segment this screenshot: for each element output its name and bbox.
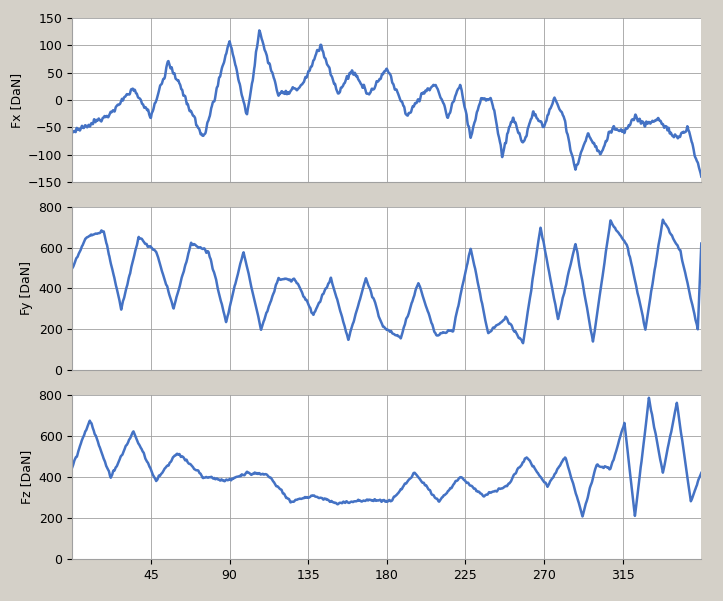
Y-axis label: Fz [DaN]: Fz [DaN]: [20, 450, 33, 504]
Y-axis label: Fy [DaN]: Fy [DaN]: [20, 261, 33, 316]
Y-axis label: Fx [DaN]: Fx [DaN]: [9, 73, 22, 127]
